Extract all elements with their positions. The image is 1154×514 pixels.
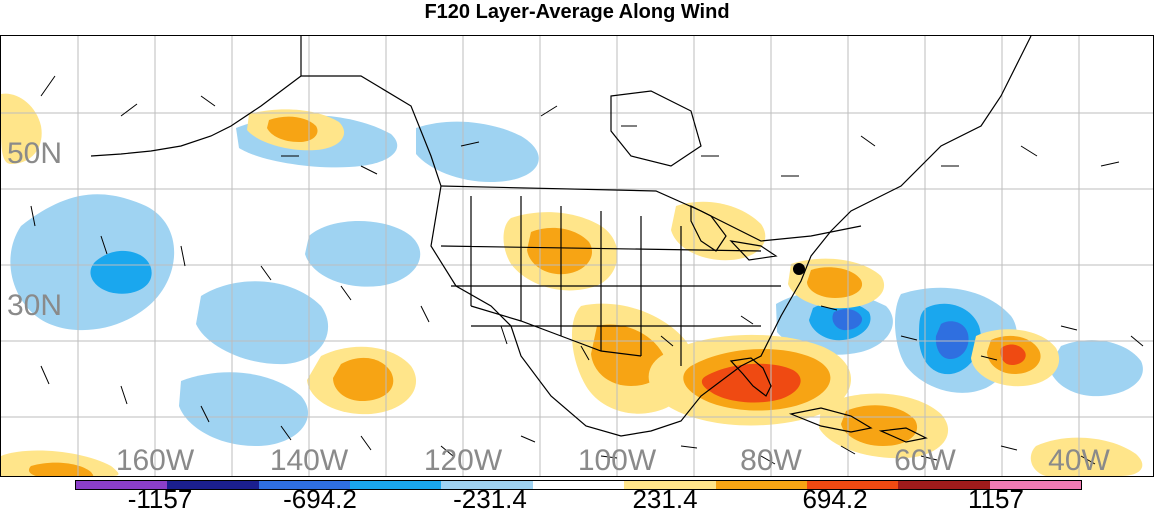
map-title: F120 Layer-Average Along Wind: [424, 1, 730, 23]
lon-label-40w: 40W: [1048, 444, 1110, 477]
colorbar-label-4: 231.4: [632, 484, 698, 514]
us-canada-border: [440, 185, 862, 242]
colorbar-segment: [806, 481, 899, 489]
florida: [729, 357, 772, 397]
lat-label-50n: 50N: [7, 137, 63, 170]
lat-label-30n: 30N: [7, 289, 63, 322]
blue-band-west: [196, 281, 329, 365]
blue-band-west-2: [179, 372, 309, 446]
colorbar-label-1: -1157: [127, 484, 193, 514]
colorbar-segment: [441, 481, 533, 489]
lon-label-60w: 60W: [894, 444, 956, 477]
contour-fill: [1, 93, 1143, 476]
blue-anomaly-pacific: [10, 194, 175, 331]
lon-label-160w: 160W: [115, 444, 195, 477]
great-lakes: [690, 205, 778, 261]
colorbar-segment: [167, 481, 259, 489]
orange-anomaly-alaska: [267, 116, 318, 142]
hudson-bay: [610, 90, 702, 167]
colorbar-segment: [76, 481, 168, 489]
blue-deep-atlantic-east: [935, 321, 969, 360]
yellow-anomaly-bottom-right: [1030, 437, 1143, 476]
north-america-coast: [300, 36, 1032, 437]
colorbar: [75, 480, 1082, 490]
blue-band-pacific-mid: [305, 221, 421, 287]
yellow-anomaly-left-edge: [1, 93, 42, 164]
blue-deep-atlantic-main: [832, 309, 863, 331]
orange-anomaly-south: [591, 324, 665, 386]
colorbar-segment: [350, 481, 442, 489]
orange-anomaly-bottom-left: [28, 462, 94, 476]
colorbar-segment: [715, 481, 807, 489]
cuba-and-islands: [788, 407, 928, 443]
lon-label-140w: 140W: [269, 444, 349, 477]
colorbar-segment: [624, 481, 716, 489]
colorbar-segment: [532, 481, 625, 489]
blue-band-eastcoast: [1049, 340, 1143, 397]
lon-label-120w: 120W: [423, 444, 503, 477]
colorbar-label-2: -694.2: [283, 484, 357, 514]
lon-label-100w: 100W: [577, 444, 657, 477]
orange-anomaly-west: [333, 357, 394, 402]
blue-core-pacific: [90, 250, 152, 294]
alaska-coast: [90, 75, 302, 157]
colorbar-label-5: 694.2: [802, 484, 868, 514]
colorbar-label-6: 1157: [968, 484, 1024, 514]
colorbar-segment: [258, 481, 351, 489]
highlighted-point-marker: [793, 263, 805, 275]
map-panel: 50N 30N 160W 140W 120W 100W 80W 60W 40W: [0, 35, 1154, 477]
coastlines-and-borders: [90, 36, 1032, 443]
us-state-lines: [440, 196, 781, 366]
colorbar-segment: [989, 481, 1081, 489]
map-canvas: [1, 36, 1153, 476]
orange-anomaly-plains: [527, 227, 593, 275]
wind-barbs: [30, 75, 1144, 465]
orange-anomaly-caribbean: [841, 405, 918, 446]
colorbar-segment: [898, 481, 990, 489]
red-anomaly-atlantic-east: [1000, 344, 1026, 365]
colorbar-label-3: -231.4: [453, 484, 527, 514]
blue-band-central: [416, 121, 539, 183]
yellow-anomaly-lakes: [671, 201, 766, 261]
lon-label-80w: 80W: [740, 444, 802, 477]
